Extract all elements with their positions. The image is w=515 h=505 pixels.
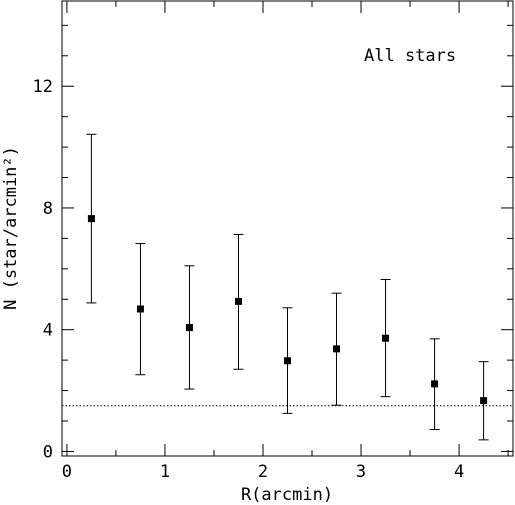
data-point [480, 397, 488, 405]
y-tick-label: 12 [33, 77, 53, 97]
x-tick-label: 4 [454, 462, 464, 482]
axis-ticks [62, 1, 513, 456]
plot-frame [61, 0, 514, 457]
y-tick-label: 0 [43, 442, 53, 462]
x-tick-label: 3 [356, 462, 366, 482]
x-tick-label: 0 [62, 462, 72, 482]
y-tick-label: 4 [43, 321, 53, 341]
data-point [284, 357, 291, 365]
data-points [86, 133, 489, 441]
x-tick-label: 2 [258, 462, 268, 482]
data-point [87, 215, 95, 223]
data-point [382, 334, 390, 342]
data-point [333, 345, 341, 353]
x-tick-label: 1 [160, 462, 170, 482]
data-point [136, 305, 144, 313]
data-point [185, 324, 193, 332]
data-point [234, 297, 242, 305]
x-axis-label: R(arcmin) [241, 485, 333, 505]
data-point [431, 380, 439, 388]
chart-annotation: All stars [364, 46, 456, 66]
y-axis-label: N (star/arcmin²) [1, 146, 21, 310]
y-tick-label: 8 [43, 199, 53, 219]
